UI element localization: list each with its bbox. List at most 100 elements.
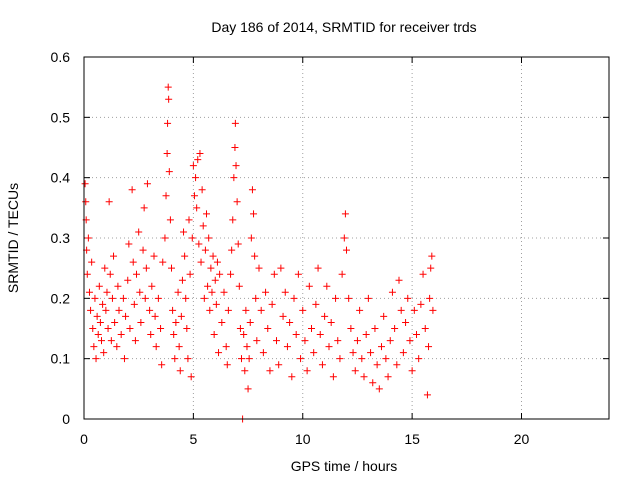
data-point <box>96 318 104 326</box>
data-point <box>100 349 108 357</box>
data-point <box>373 361 381 369</box>
data-point <box>115 306 123 314</box>
data-point <box>244 385 252 393</box>
data-point <box>248 186 256 194</box>
data-point <box>110 252 118 260</box>
data-point <box>316 331 324 339</box>
data-point <box>266 367 274 375</box>
data-point <box>166 216 174 224</box>
data-point <box>197 258 205 266</box>
data-point <box>111 318 119 326</box>
data-point <box>230 174 238 182</box>
data-point <box>183 325 191 332</box>
data-point <box>257 306 265 314</box>
data-point <box>283 343 291 351</box>
data-point <box>297 355 305 363</box>
data-point <box>252 294 260 302</box>
data-point <box>218 318 226 326</box>
data-point <box>185 216 193 224</box>
data-point <box>94 331 102 339</box>
data-point <box>180 228 188 236</box>
data-point <box>200 294 208 302</box>
data-point <box>423 391 431 399</box>
y-axis-label: SRMTID / TECUs <box>5 183 21 293</box>
data-point <box>150 252 158 260</box>
data-point <box>399 349 407 357</box>
data-point <box>294 270 302 278</box>
data-point <box>245 355 253 363</box>
data-point <box>193 204 201 212</box>
data-point <box>198 186 206 194</box>
data-point <box>290 294 298 302</box>
data-point <box>255 264 263 272</box>
data-point <box>103 288 111 296</box>
x-tick-labels: 0 5 10 15 20 <box>80 431 529 447</box>
data-point <box>241 367 249 375</box>
data-point <box>268 300 276 308</box>
data-point <box>154 294 162 302</box>
data-point <box>140 204 148 212</box>
data-point <box>147 331 155 339</box>
data-point <box>250 210 258 218</box>
data-point <box>141 294 149 302</box>
data-point <box>386 337 394 345</box>
data-point <box>135 228 143 236</box>
data-point <box>329 373 337 381</box>
y-tick-label: 0.1 <box>51 351 71 367</box>
data-point <box>425 343 433 351</box>
data-point <box>172 318 180 326</box>
data-point <box>206 306 214 314</box>
data-point <box>124 276 132 284</box>
data-point <box>169 306 177 314</box>
data-point <box>215 349 223 357</box>
data-point <box>353 337 361 345</box>
y-tick-labels: 0 0.1 0.2 0.3 0.4 0.5 0.6 <box>51 49 71 427</box>
data-point <box>161 234 169 242</box>
data-point <box>131 337 139 345</box>
data-point <box>259 349 267 357</box>
data-point <box>102 306 110 314</box>
chart-title: Day 186 of 2014, SRMTID for receiver trd… <box>211 19 476 35</box>
data-point <box>382 355 390 363</box>
data-point <box>323 282 331 290</box>
data-point <box>253 337 261 345</box>
data-point <box>364 294 372 302</box>
data-point <box>404 294 412 302</box>
data-point <box>133 270 140 278</box>
data-point <box>336 355 344 363</box>
data-point <box>164 83 172 91</box>
data-point <box>142 264 150 272</box>
data-point <box>209 252 217 260</box>
data-point <box>192 174 200 182</box>
data-point <box>251 252 259 260</box>
data-point <box>369 379 377 387</box>
data-point <box>170 331 178 339</box>
data-point <box>243 343 251 351</box>
data-point <box>310 349 318 357</box>
data-point <box>410 306 418 314</box>
data-point <box>85 288 93 296</box>
data-point <box>163 150 171 158</box>
data-point <box>305 282 313 290</box>
data-point <box>188 234 196 242</box>
data-point <box>203 210 210 218</box>
data-point <box>104 325 112 332</box>
data-point <box>175 343 183 351</box>
data-point <box>356 306 364 314</box>
data-point <box>92 355 100 363</box>
data-point <box>189 162 197 170</box>
data-point <box>174 288 182 296</box>
data-point <box>182 294 190 302</box>
data-point <box>231 144 239 151</box>
data-point <box>119 294 127 302</box>
data-point <box>391 325 399 332</box>
data-point <box>308 325 315 332</box>
data-point <box>349 349 357 357</box>
y-tick-label: 0.3 <box>51 230 71 246</box>
data-point <box>87 306 95 314</box>
data-point <box>421 325 429 332</box>
data-point <box>345 294 353 302</box>
data-point <box>211 276 219 284</box>
data-point <box>426 294 434 302</box>
data-point <box>314 264 322 272</box>
